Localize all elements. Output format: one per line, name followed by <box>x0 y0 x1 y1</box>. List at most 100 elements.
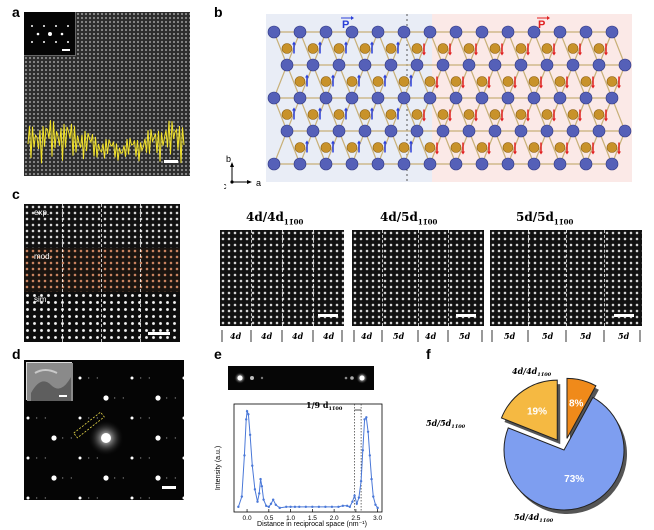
polarization-arrow-head <box>318 107 322 111</box>
large-atom <box>553 91 567 105</box>
small-atom <box>502 76 514 87</box>
small-atom <box>515 109 527 120</box>
data-point <box>256 500 259 503</box>
spacing-label: 5d <box>580 331 592 341</box>
diffraction-spot <box>155 395 161 401</box>
large-atom <box>397 157 411 171</box>
diffraction-spot <box>78 496 82 500</box>
polarization-arrow-head <box>344 41 348 45</box>
small-atom <box>606 142 618 153</box>
data-point <box>247 413 250 416</box>
row-label-mod: mod. <box>34 252 52 261</box>
small-atom <box>398 142 410 153</box>
panel-label-f: f <box>426 346 431 362</box>
plot-frame <box>233 403 383 513</box>
polarization-arrow-head <box>435 151 439 155</box>
data-point <box>251 464 254 467</box>
large-atom <box>592 124 606 138</box>
data-point <box>293 505 297 509</box>
superlattice-spot <box>165 477 168 479</box>
large-atom <box>345 91 359 105</box>
superlattice-spot <box>96 457 99 459</box>
data-point <box>372 495 375 498</box>
large-atom <box>371 91 385 105</box>
large-atom <box>540 58 554 72</box>
polarization-arrow-head <box>357 140 361 144</box>
data-point <box>317 505 321 509</box>
polarization-arrow-head <box>539 151 543 155</box>
data-point <box>365 416 368 419</box>
superlattice-spot <box>35 457 38 459</box>
polarization-arrow-head <box>526 118 530 122</box>
data-point <box>260 485 264 488</box>
spacing-row-1 <box>221 330 343 342</box>
polarization-arrow-head <box>305 74 309 78</box>
stem-image-5d-5d <box>490 230 642 326</box>
data-point <box>345 504 349 508</box>
polarization-arrow-head <box>409 140 413 144</box>
polarization-arrow-head <box>461 151 465 155</box>
large-atom <box>397 25 411 39</box>
data-point <box>245 410 249 413</box>
diffraction-spot <box>155 475 161 481</box>
polarization-arrow-head <box>487 85 491 89</box>
data-point <box>244 418 248 421</box>
small-atom <box>411 109 423 120</box>
spacing-row-3 <box>491 330 641 342</box>
sample-inset <box>26 362 73 401</box>
superlattice-spot <box>70 477 73 479</box>
pie-label-5d-5d: 5d/5d11̄00 <box>426 418 466 430</box>
large-atom <box>267 157 281 171</box>
superlattice-spot <box>122 397 125 399</box>
large-atom <box>410 58 424 72</box>
polarization-arrow-head <box>578 52 582 56</box>
diffraction-strip <box>228 366 374 390</box>
superlattice-spot <box>148 377 151 379</box>
large-atom <box>449 91 463 105</box>
large-atom <box>371 25 385 39</box>
y-axis-label: Intensity (a.u.) <box>215 446 222 490</box>
diffraction-spot <box>26 456 30 460</box>
spacing-row-2 <box>353 330 483 342</box>
polarization-arrow-head <box>513 151 517 155</box>
superlattice-spot <box>70 437 73 439</box>
large-atom <box>345 25 359 39</box>
small-atom <box>580 142 592 153</box>
diffraction-spot <box>130 456 134 460</box>
superlattice-spot <box>44 497 47 499</box>
small-atom <box>346 142 358 153</box>
large-atom <box>384 124 398 138</box>
annotation-label: 1/9 d11̄00 <box>306 400 343 412</box>
scale-bar <box>614 314 634 317</box>
polarization-arrow-head <box>500 118 504 122</box>
superlattice-spot <box>165 397 168 399</box>
diffraction-spot <box>51 435 57 441</box>
small-atom <box>424 142 436 153</box>
polarization-arrow-head <box>305 140 309 144</box>
large-atom <box>319 157 333 171</box>
polarization-arrow-head <box>513 85 517 89</box>
polarization-arrow-head <box>578 118 582 122</box>
superlattice-spot <box>165 437 168 439</box>
data-point <box>262 498 265 501</box>
group-title-5d-5d: 5d/5d11̄00 <box>516 210 574 227</box>
large-atom <box>605 157 619 171</box>
large-atom <box>540 124 554 138</box>
large-atom <box>410 124 424 138</box>
small-atom <box>593 109 605 120</box>
superlattice-spot <box>87 457 90 459</box>
spacing-label: 5d <box>542 331 554 341</box>
pie-value-label: 73% <box>564 474 584 485</box>
haadf-image-a <box>24 12 190 176</box>
polarization-arrow-head <box>396 107 400 111</box>
x-tick-label: 2.5 <box>351 515 360 522</box>
polarization-arrow-head <box>383 74 387 78</box>
spacing-label: 4d <box>261 331 273 341</box>
polarization-arrow-head <box>552 52 556 56</box>
diffraction-spot <box>182 456 184 460</box>
polarization-arrow-head <box>331 140 335 144</box>
small-atom <box>567 109 579 120</box>
mod-strip <box>24 248 180 292</box>
diffraction-spot <box>130 416 134 420</box>
superlattice-spot <box>139 377 142 379</box>
